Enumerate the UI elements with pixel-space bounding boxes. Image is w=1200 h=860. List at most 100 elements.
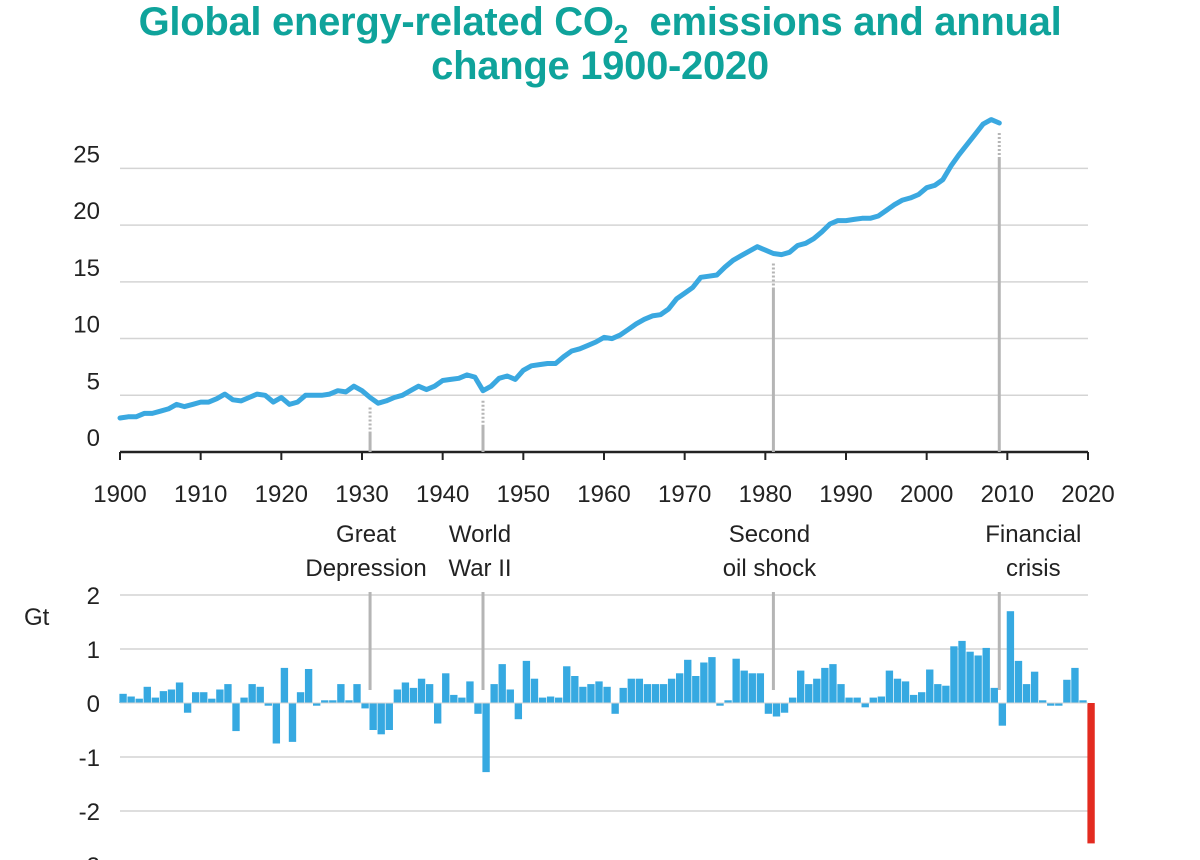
bar [950,646,958,703]
bar [893,678,902,703]
bar [587,684,595,703]
x-tick-label: 2000 [900,481,953,508]
y-tick-label: 15 [73,255,100,282]
bar [926,669,934,703]
bar [280,667,289,703]
bar [208,698,216,703]
bar [659,684,668,703]
bar [377,703,385,735]
bar [313,703,321,706]
bar [579,686,587,703]
bar [232,703,240,732]
bar [1071,667,1079,703]
bar [458,697,466,703]
bar [425,684,434,703]
bar [676,673,684,703]
bar [506,689,514,703]
bar [732,658,740,703]
y-axis-label: Gt [24,604,50,631]
bar [417,678,426,703]
bar [288,703,297,742]
bar [780,703,789,713]
annotation-label: War II [448,555,511,582]
bar [724,700,732,703]
bar [909,694,918,703]
bar [442,673,450,703]
bar [853,697,861,703]
bar [998,703,1007,726]
bar [667,678,676,703]
chart-title: Global energy-related CO2 emissions and … [0,0,1200,88]
bar [966,651,974,703]
bar [837,684,845,703]
bar [1030,671,1039,703]
bar [1087,703,1095,844]
x-tick-label: 2020 [1061,481,1114,508]
y-tick-label: -3 [79,853,100,860]
bar [159,691,168,703]
bar [643,684,652,703]
bar [877,696,886,703]
y-tick-label: 2 [87,583,100,610]
x-tick-label: 1960 [577,481,630,508]
title-part-1: Global energy-related CO [138,0,614,44]
bar [821,667,829,703]
bar [119,693,127,703]
x-tick-label: 1940 [416,481,469,508]
bar [127,696,135,703]
bar [514,703,523,720]
bar [530,678,539,703]
bar [474,703,482,714]
annotation-label: crisis [1006,555,1061,582]
bar [522,660,531,703]
bar [756,673,765,703]
bar [450,694,458,703]
bar [409,687,418,703]
bar [805,684,813,703]
y-tick-label: 10 [73,312,100,339]
title-subscript: 2 [613,19,628,49]
bar [788,697,797,703]
bar [538,697,547,703]
bar [256,686,264,703]
bar [482,703,490,773]
bar [321,700,329,703]
x-tick-label: 1950 [497,481,550,508]
bar [192,692,200,703]
bar [337,684,345,703]
bar [216,689,224,703]
y-tick-label: 0 [87,425,100,452]
bar [151,697,160,703]
bar [393,689,402,703]
bar [183,703,192,713]
bar [1039,700,1047,703]
bar [797,670,805,703]
bar [692,676,700,703]
bar [353,684,361,703]
bar [869,697,877,703]
bar [304,668,313,703]
bar [861,703,869,708]
bar [200,692,208,703]
bar [240,697,248,703]
bar [990,687,998,703]
bar [369,703,377,730]
x-tick-label: 1930 [335,481,388,508]
bar [272,703,281,744]
bar [595,681,603,703]
y-tick-label: 20 [73,198,100,225]
y-tick-label: -2 [79,799,100,826]
bar [603,686,611,703]
y-tick-label: 5 [87,368,100,395]
bar [974,655,982,703]
x-tick-label: 1970 [658,481,711,508]
x-tick-label: 1990 [819,481,872,508]
bar [1006,611,1015,703]
bar [829,664,837,703]
bar [901,681,910,703]
bar [716,703,724,706]
bar [942,685,950,703]
bar [611,703,619,714]
title-part-2: emissions and annual [627,0,1062,44]
annotation-label: Second [729,521,810,548]
